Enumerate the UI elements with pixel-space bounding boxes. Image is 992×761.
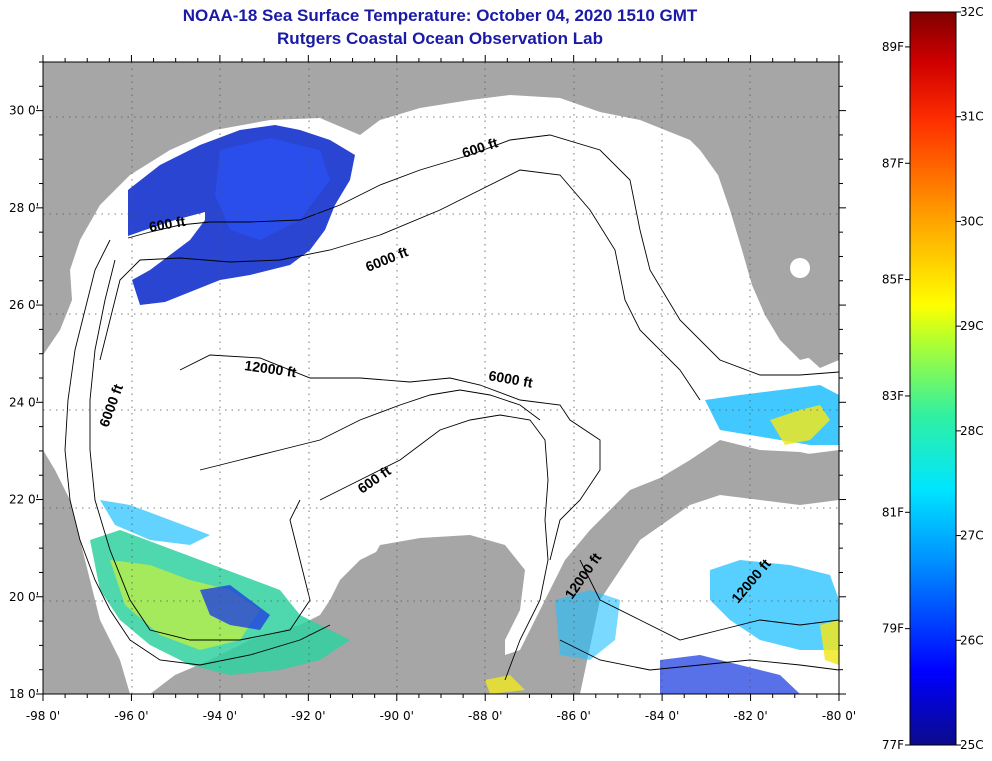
map-subtitle: Rutgers Coastal Ocean Observation Lab bbox=[277, 29, 603, 48]
lat-tick-label: 22 0' bbox=[9, 493, 39, 507]
contour-label-12000ft-1: 12000 ft bbox=[244, 357, 298, 380]
contour-label-6000ft-2: 6000 ft bbox=[487, 367, 534, 391]
lat-tick-label: 18 0' bbox=[9, 687, 39, 701]
map-title: NOAA-18 Sea Surface Temperature: October… bbox=[182, 6, 698, 25]
cuba-land bbox=[630, 450, 839, 512]
contour-600ft-north bbox=[127, 134, 839, 376]
bathymetry-contours bbox=[64, 134, 839, 681]
colorbar-celsius-label: 29C bbox=[960, 319, 984, 333]
colorbar-fahrenheit-label: 85F bbox=[882, 273, 904, 287]
lon-tick-label: -96 0' bbox=[114, 709, 148, 723]
florida-land bbox=[700, 128, 835, 360]
lake-okeechobee-cloud bbox=[790, 258, 810, 278]
contour-caribbean bbox=[579, 559, 839, 641]
colorbar-celsius-label: 32C bbox=[960, 5, 984, 19]
contour-600ft-south bbox=[319, 414, 549, 681]
sst-blue-inner bbox=[215, 138, 330, 240]
lat-tick-label: 30 0' bbox=[9, 104, 39, 118]
contour-600ft-west bbox=[64, 239, 331, 666]
sst-caribbean-patches bbox=[485, 385, 839, 694]
lon-tick-label: -84 0' bbox=[645, 709, 679, 723]
colorbar bbox=[909, 11, 957, 746]
contour-label-600ft-2: 600 ft bbox=[148, 213, 187, 235]
lat-tick-label: 24 0' bbox=[9, 395, 39, 409]
colorbar-fahrenheit-label: 81F bbox=[882, 505, 904, 519]
colorbar-celsius-label: 28C bbox=[960, 424, 984, 438]
lat-tick-label: 26 0' bbox=[9, 298, 39, 312]
axis-ticks bbox=[36, 55, 846, 701]
colorbar-celsius-label: 25C bbox=[960, 738, 984, 752]
colorbar-celsius-label: 30C bbox=[960, 214, 984, 228]
colorbar-fahrenheit-label: 83F bbox=[882, 389, 904, 403]
latitude-tick-labels: 30 0' 28 0' 26 0' 24 0' 22 0' 20 0' 18 0' bbox=[9, 104, 39, 701]
colorbar-fahrenheit-label: 87F bbox=[882, 156, 904, 170]
lon-tick-label: -80 0' bbox=[822, 709, 856, 723]
lon-tick-label: -98 0' bbox=[26, 709, 60, 723]
map-area: 600 ft 600 ft 6000 ft 12000 ft 6000 ft 6… bbox=[43, 62, 839, 694]
colorbar-fahrenheit-label: 79F bbox=[882, 622, 904, 636]
contour-deep-loop bbox=[199, 389, 541, 471]
lon-tick-label: -94 0' bbox=[203, 709, 237, 723]
colorbar-celsius-labels: 32C 31C 30C 29C 28C 27C 26C 25C bbox=[956, 5, 984, 752]
colorbar-celsius-label: 27C bbox=[960, 529, 984, 543]
contour-12000ft bbox=[179, 354, 601, 561]
graticule bbox=[43, 62, 839, 694]
colorbar-fahrenheit-label: 89F bbox=[882, 40, 904, 54]
lon-tick-label: -86 0' bbox=[556, 709, 590, 723]
lon-tick-label: -90 0' bbox=[380, 709, 414, 723]
lon-tick-label: -92 0' bbox=[291, 709, 325, 723]
contour-6000ft-west bbox=[89, 259, 311, 641]
yucatan-land bbox=[345, 535, 525, 694]
colorbar-fahrenheit-label: 77F bbox=[882, 738, 904, 752]
longitude-tick-labels: -98 0' -96 0' -94 0' -92 0' -90 0' -88 0' -86 … bbox=[26, 709, 856, 723]
contour-6000ft-north bbox=[99, 169, 701, 401]
contour-caribbean-2 bbox=[559, 639, 839, 671]
lon-tick-label: -82 0' bbox=[733, 709, 767, 723]
colorbar-celsius-label: 26C bbox=[960, 633, 984, 647]
lat-tick-label: 20 0' bbox=[9, 590, 39, 604]
colorbar-celsius-label: 31C bbox=[960, 110, 984, 124]
colorbar-fahrenheit-labels: 89F 87F 85F 83F 81F 79F 77F bbox=[882, 40, 910, 752]
caribbean-water bbox=[580, 495, 839, 694]
lat-tick-label: 28 0' bbox=[9, 201, 39, 215]
lon-tick-label: -88 0' bbox=[468, 709, 502, 723]
